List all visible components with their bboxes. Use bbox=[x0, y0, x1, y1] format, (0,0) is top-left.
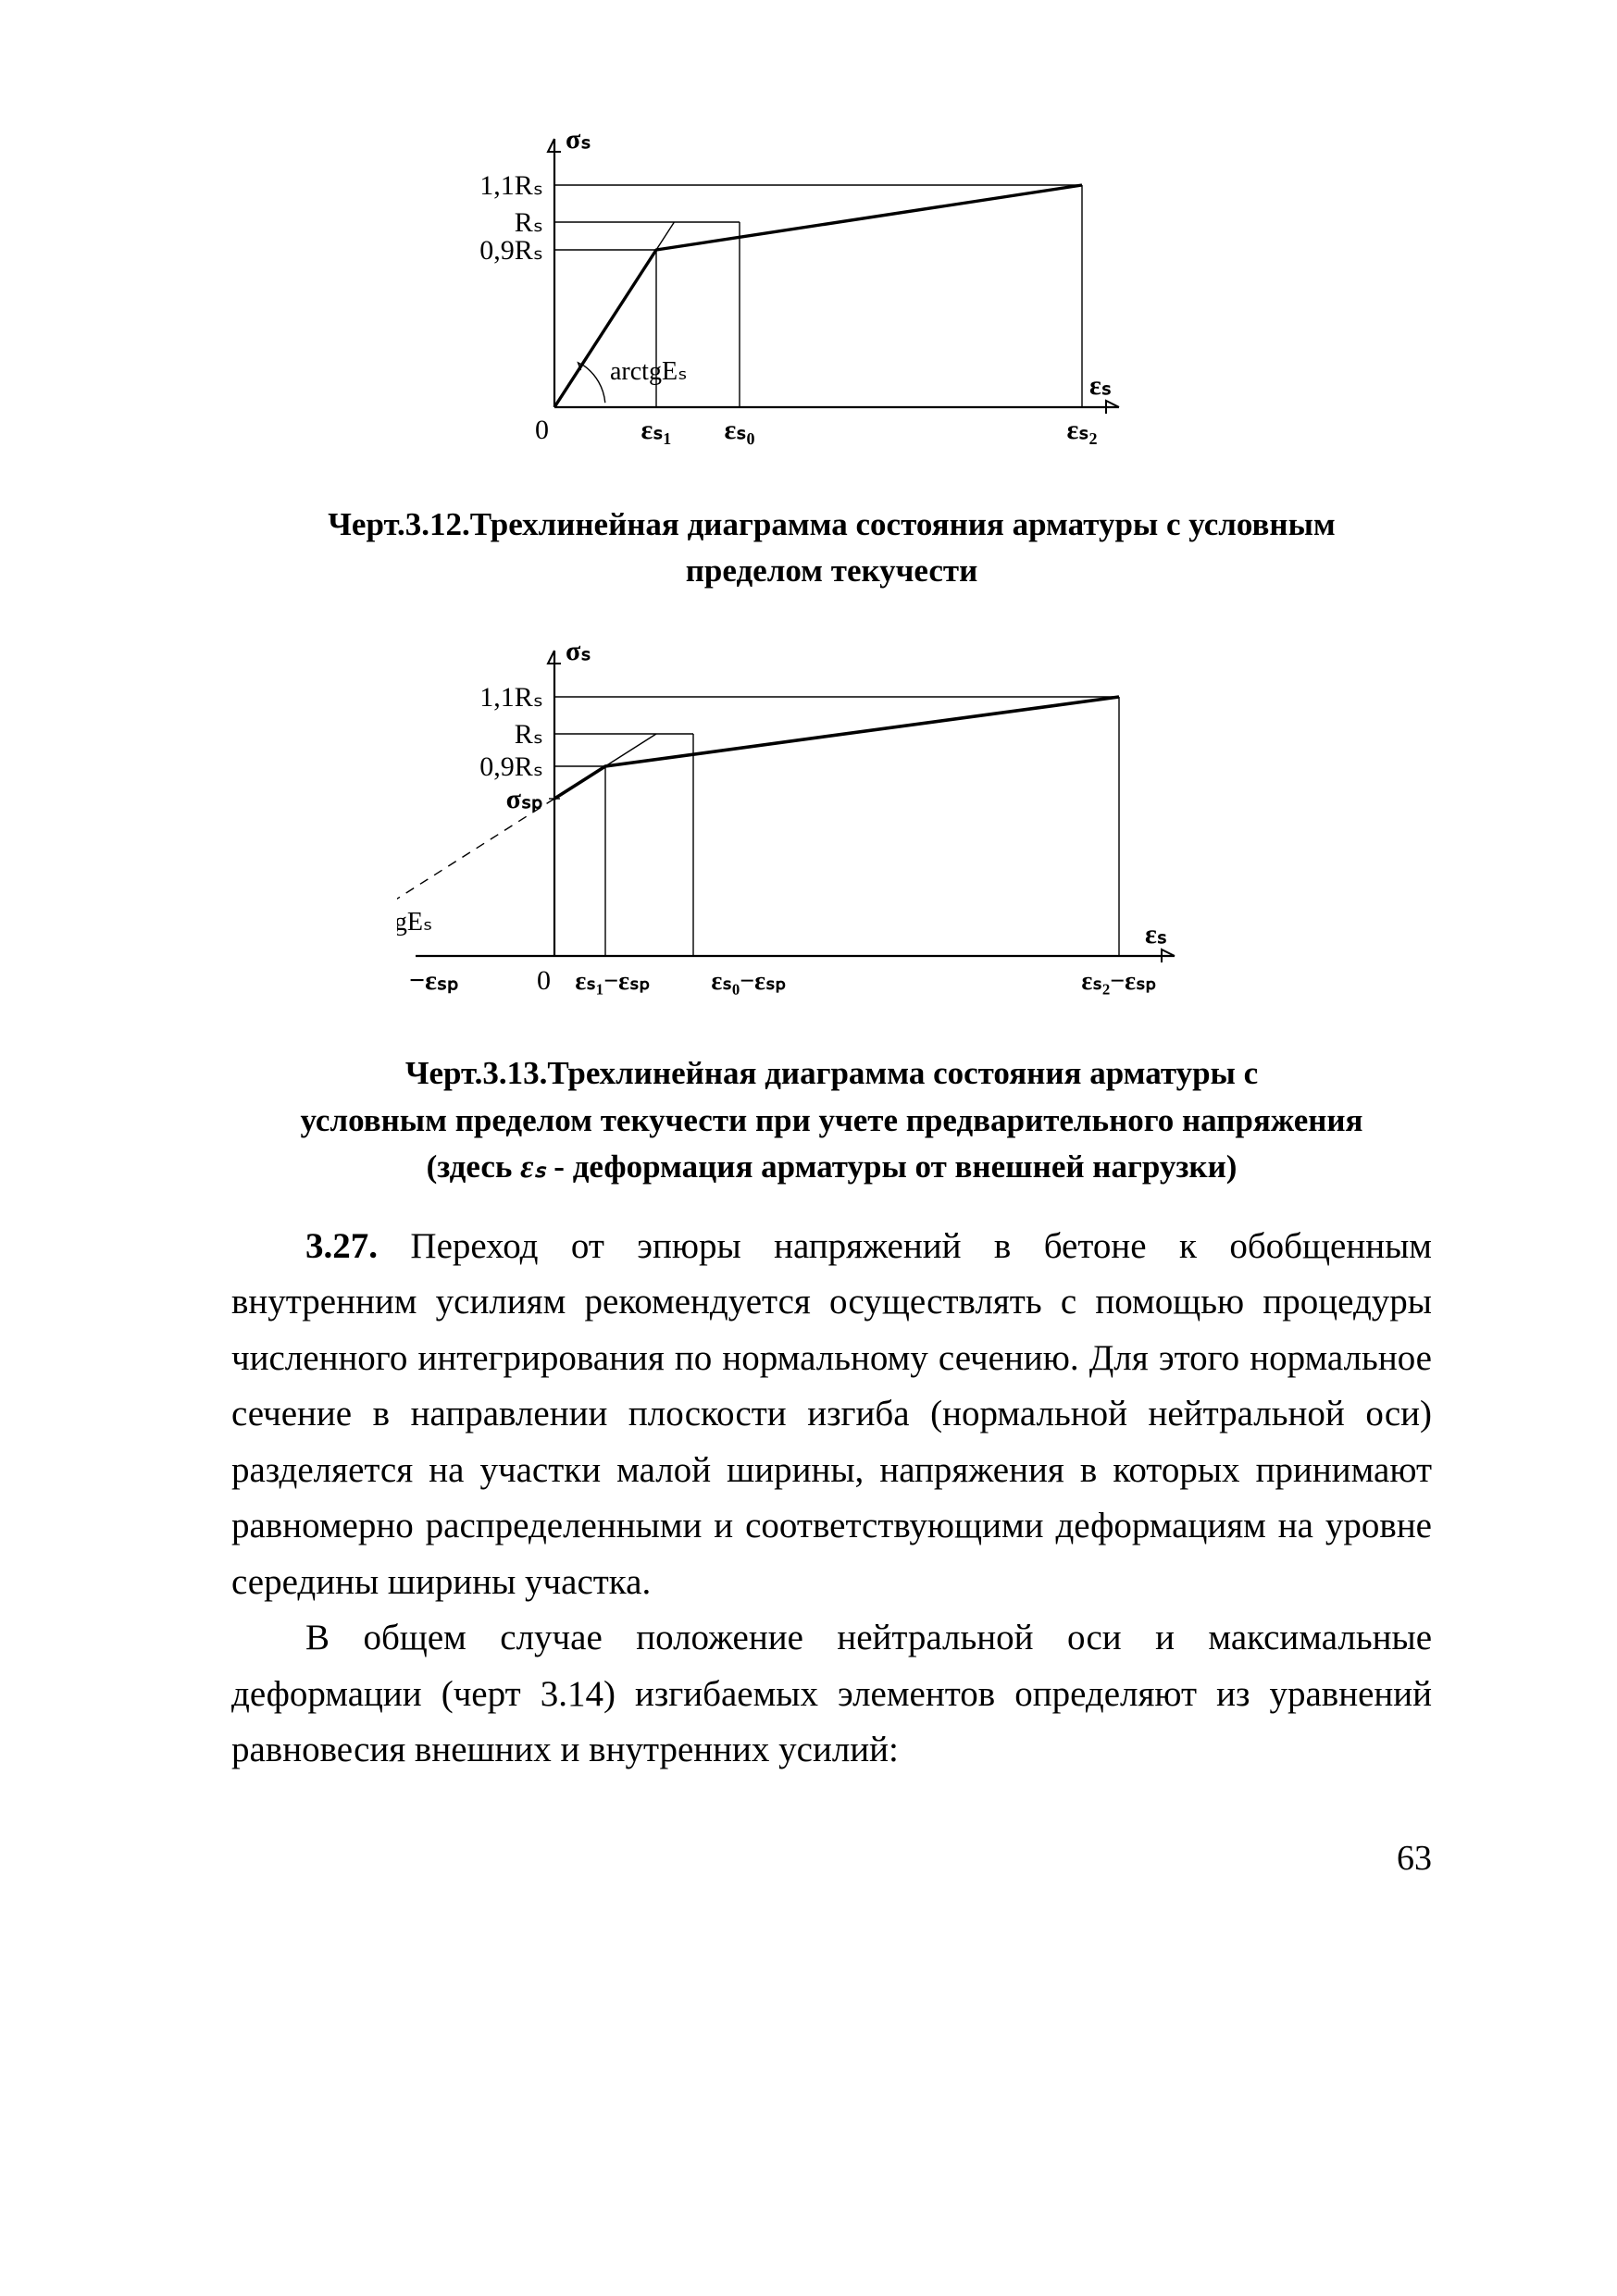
para-lead: 3.27. bbox=[305, 1226, 378, 1266]
svg-text:εₛ: εₛ bbox=[1088, 370, 1111, 401]
svg-text:εₛ₁: εₛ₁ bbox=[641, 415, 671, 445]
svg-text:εₛ₀−εₛₚ: εₛ₀−εₛₚ bbox=[711, 967, 786, 996]
figure-3-13: σₛ1,1RₛRₛ0,9RₛσₛₚarctgEₛ−εₛₚ0εₛ₁−εₛₚεₛ₀−… bbox=[231, 623, 1432, 1045]
svg-text:εₛ₀: εₛ₀ bbox=[724, 415, 754, 445]
fig313-caption-l3a: (здесь bbox=[427, 1148, 521, 1185]
paragraph-general-case: В общем случае положение нейтральной оси… bbox=[231, 1610, 1432, 1778]
fig313-caption-l3b: - деформация арматуры от внешней нагрузк… bbox=[546, 1148, 1238, 1185]
svg-text:Rₛ: Rₛ bbox=[514, 207, 542, 238]
fig313-caption: Черт.3.13.Трехлинейная диаграмма состоян… bbox=[231, 1045, 1432, 1219]
para2-text: В общем случае положение нейтральной оси… bbox=[231, 1618, 1432, 1769]
svg-text:arctgEₛ: arctgEₛ bbox=[397, 908, 432, 937]
page-number: 63 bbox=[231, 1778, 1432, 1884]
fig312-svg: σₛ 1,1Rₛ Rₛ0,9Rₛ arctgEₛ 0 εₛ₁ εₛ₀ εₛ₂ εₛ bbox=[453, 111, 1212, 481]
svg-text:εₛ₂−εₛₚ: εₛ₂−εₛₚ bbox=[1081, 967, 1156, 996]
svg-text:0,9Rₛ: 0,9Rₛ bbox=[479, 235, 543, 266]
svg-text:0: 0 bbox=[535, 415, 549, 445]
svg-text:εₛ₂: εₛ₂ bbox=[1066, 415, 1097, 445]
svg-text:σₛ: σₛ bbox=[566, 636, 591, 666]
svg-text:εₛ₁−εₛₚ: εₛ₁−εₛₚ bbox=[575, 967, 650, 996]
svg-text:−εₛₚ: −εₛₚ bbox=[409, 965, 459, 996]
paragraph-3-27: 3.27. Переход от эпюры напряжений в бето… bbox=[231, 1219, 1432, 1610]
svg-text:0,9Rₛ: 0,9Rₛ bbox=[479, 751, 543, 782]
svg-text:1,1Rₛ: 1,1Rₛ bbox=[479, 682, 543, 713]
svg-text:0: 0 bbox=[537, 965, 551, 996]
para1-text: Переход от эпюры напряжений в бетоне к о… bbox=[231, 1226, 1432, 1602]
fig313-caption-l3var: εₛ bbox=[520, 1148, 545, 1185]
fig312-caption: Черт.3.12.Трехлинейная диаграмма состоян… bbox=[231, 496, 1432, 624]
svg-text:εₛ: εₛ bbox=[1144, 919, 1166, 949]
svg-text:arctgEₛ: arctgEₛ bbox=[610, 357, 688, 386]
figure-3-12: σₛ 1,1Rₛ Rₛ0,9Rₛ arctgEₛ 0 εₛ₁ εₛ₀ εₛ₂ εₛ bbox=[231, 111, 1432, 496]
svg-text:σₛ: σₛ bbox=[566, 124, 591, 155]
svg-text:Rₛ: Rₛ bbox=[514, 719, 542, 750]
svg-text:1,1Rₛ: 1,1Rₛ bbox=[479, 170, 543, 201]
fig313-svg: σₛ1,1RₛRₛ0,9RₛσₛₚarctgEₛ−εₛₚ0εₛ₁−εₛₚεₛ₀−… bbox=[397, 623, 1267, 1030]
fig313-caption-l2: условным пределом текучести при учете пр… bbox=[301, 1102, 1363, 1138]
fig313-caption-l1: Черт.3.13.Трехлинейная диаграмма состоян… bbox=[405, 1055, 1258, 1091]
